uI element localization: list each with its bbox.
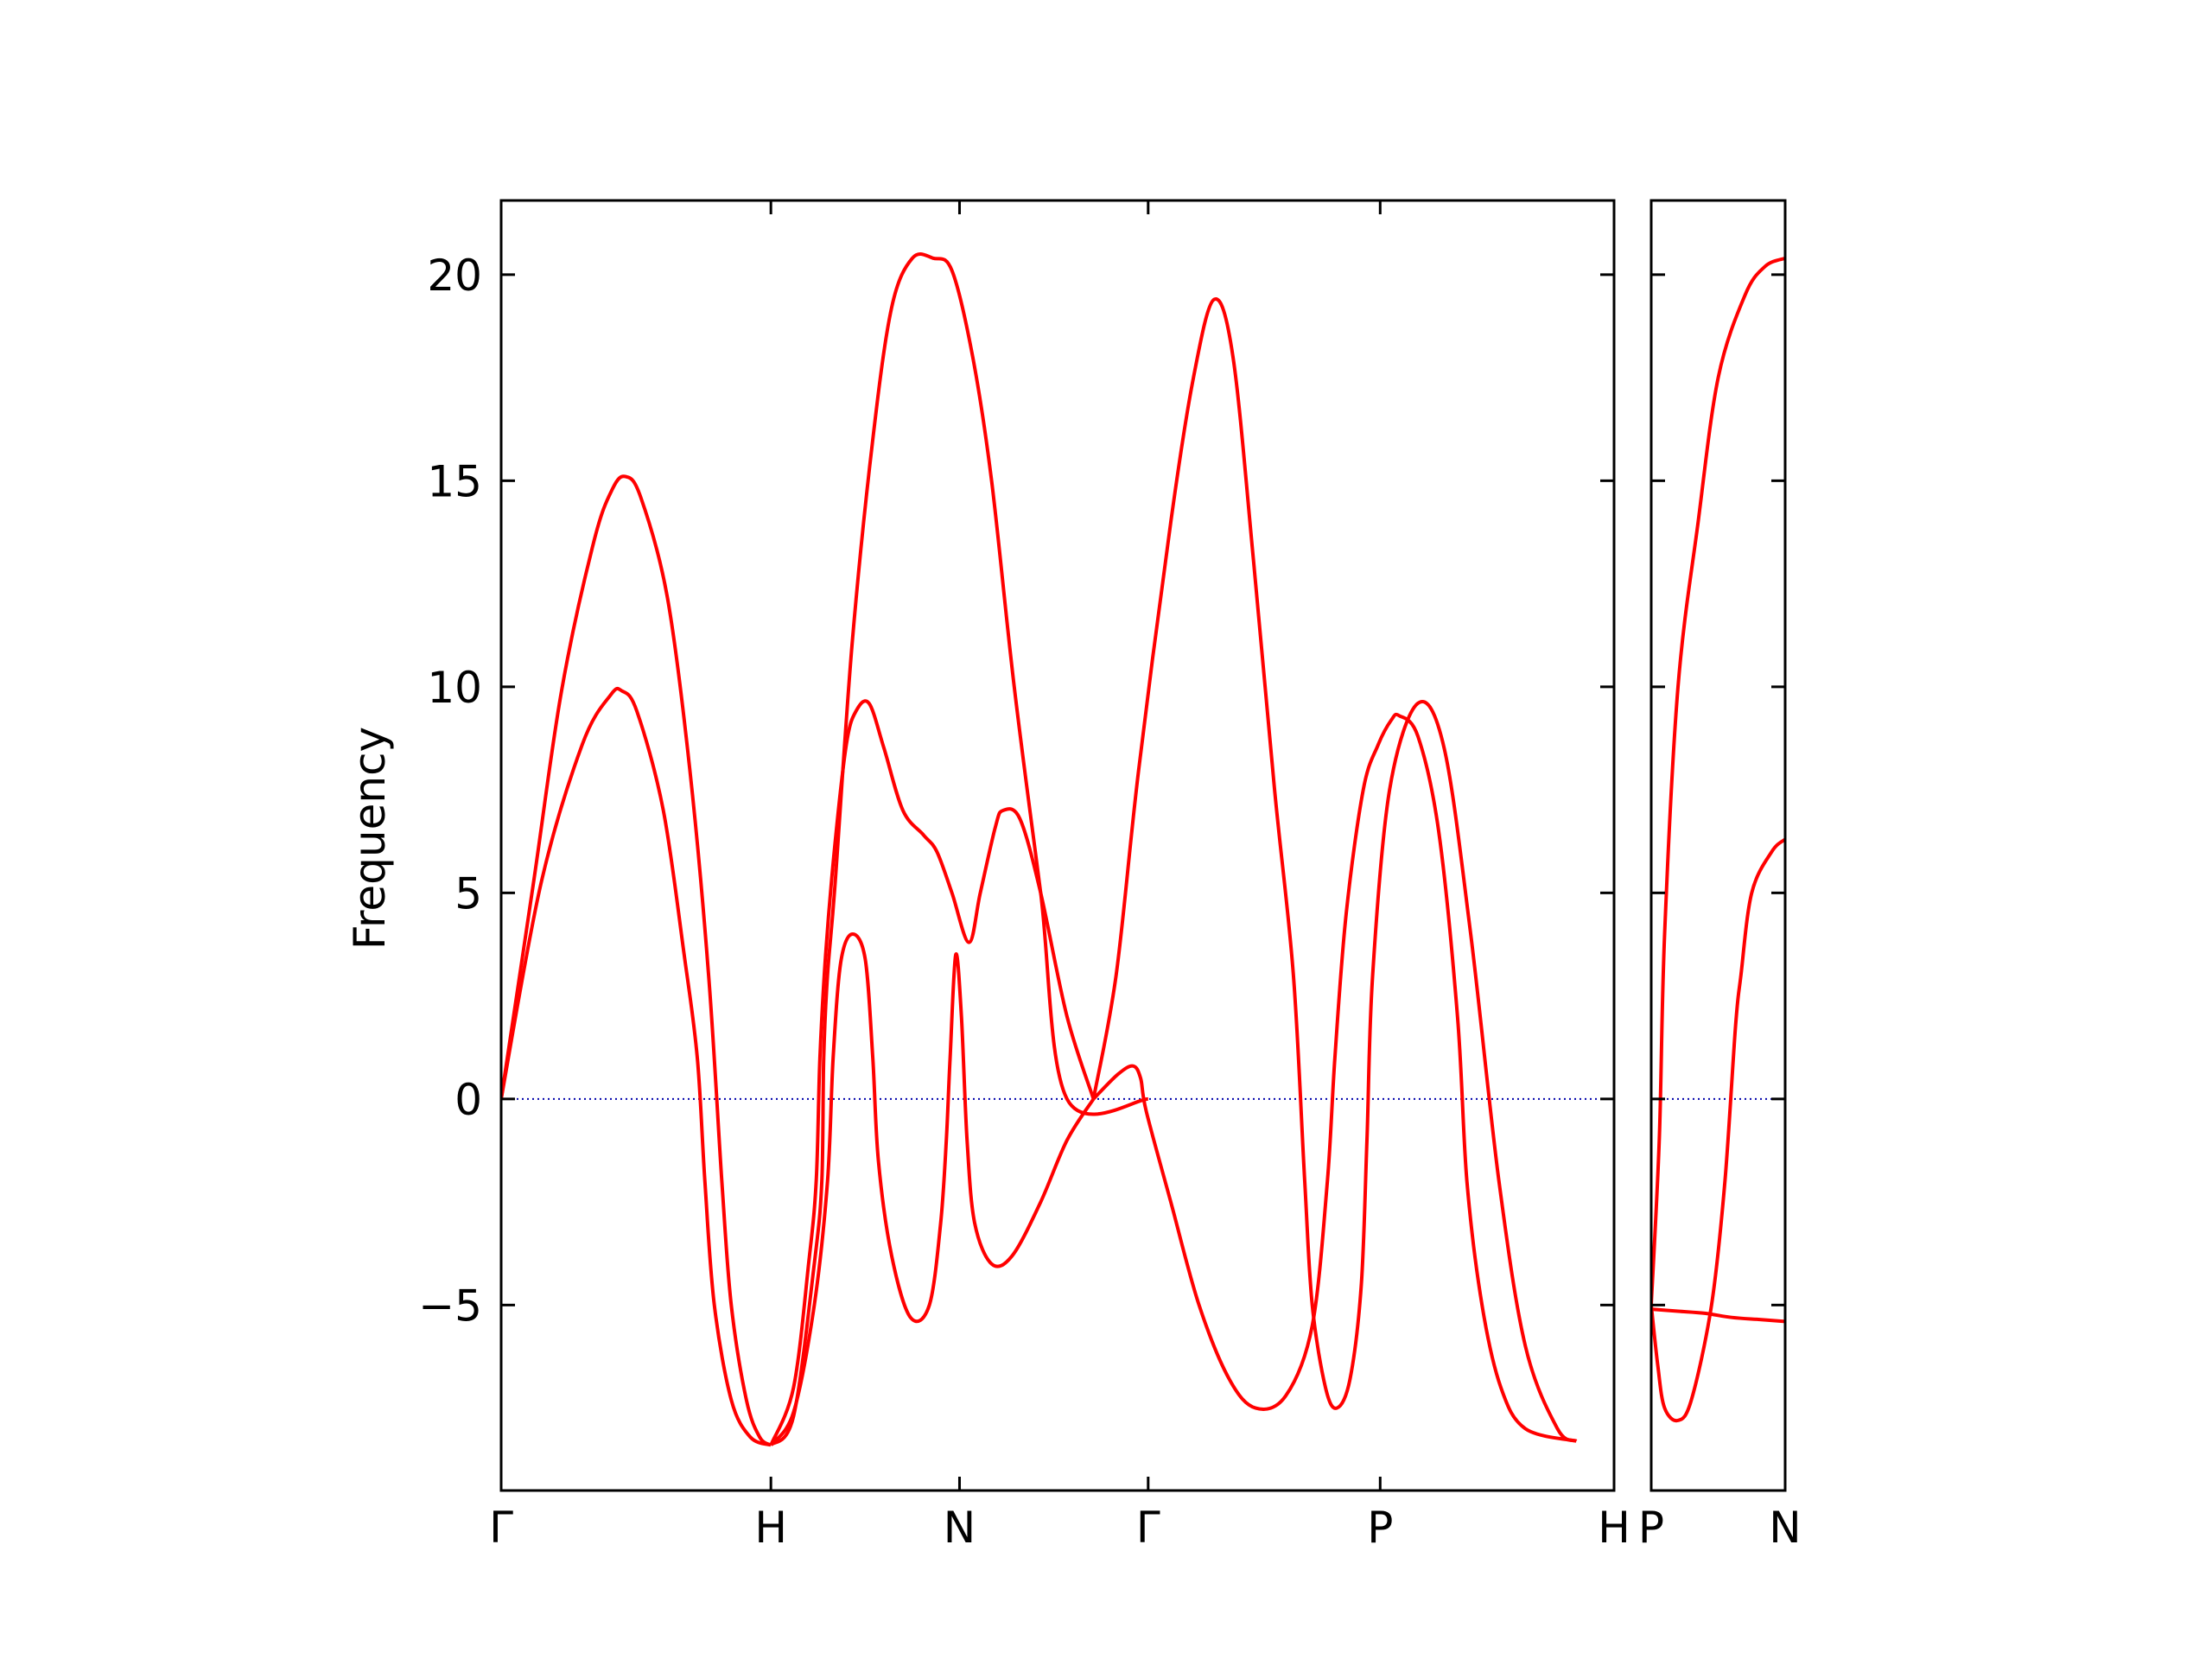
y-tick-label: 20 bbox=[427, 251, 482, 301]
y-tick-label: 10 bbox=[427, 663, 482, 713]
x-tick-label: P bbox=[1638, 1503, 1664, 1553]
main-band-panel: −5 0 5 10 15 20 Γ H N Γ P H bbox=[418, 199, 1630, 1553]
x-tick-label: P bbox=[1367, 1503, 1393, 1553]
y-axis-label: Frequency bbox=[345, 727, 395, 950]
band-line-5 bbox=[769, 932, 1096, 1446]
x-tick-label: Γ bbox=[1136, 1503, 1160, 1553]
plot-frame bbox=[1649, 199, 1787, 1492]
y-tick-label: 15 bbox=[427, 456, 482, 506]
y-tick-label: 0 bbox=[454, 1075, 482, 1125]
x-tick-label: H bbox=[1598, 1503, 1630, 1553]
band-line-4 bbox=[769, 699, 1096, 1446]
band-line-1 bbox=[1651, 256, 1785, 1306]
band-line-3 bbox=[1651, 1307, 1785, 1324]
plot-frame bbox=[499, 199, 1616, 1492]
x-tick-label: H bbox=[754, 1503, 787, 1553]
x-tick-label: Γ bbox=[489, 1503, 513, 1553]
y-tick-label: −5 bbox=[418, 1281, 482, 1331]
band-line-6 bbox=[1091, 297, 1578, 1443]
band-line-1 bbox=[501, 474, 772, 1447]
y-tick-label: 5 bbox=[454, 868, 482, 918]
band-line-2 bbox=[1651, 837, 1785, 1423]
band-line-2 bbox=[501, 686, 772, 1447]
x-tick-label: N bbox=[1769, 1503, 1801, 1553]
band-line-7 bbox=[1092, 712, 1577, 1443]
x-tick-label: N bbox=[944, 1503, 976, 1553]
band-line-3 bbox=[769, 251, 1149, 1447]
